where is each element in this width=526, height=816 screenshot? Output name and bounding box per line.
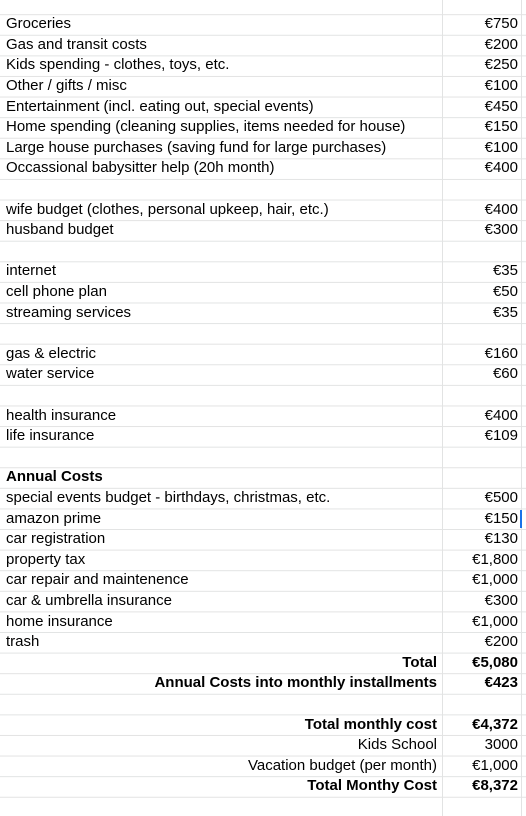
budget-row: Home spending (cleaning supplies, items … bbox=[0, 117, 521, 138]
budget-row: car registration €130 bbox=[0, 529, 521, 550]
budget-row: Other / gifts / misc €100 bbox=[0, 76, 521, 97]
row-label-cell[interactable]: Entertainment (incl. eating out, special… bbox=[6, 97, 314, 115]
row-label-cell[interactable]: life insurance bbox=[6, 427, 95, 445]
budget-row: Large house purchases (saving fund for l… bbox=[0, 138, 521, 159]
budget-row: home insurance €1,000 bbox=[0, 612, 521, 633]
row-value-cell[interactable]: €1,000 bbox=[472, 612, 518, 630]
budget-row: property tax €1,800 bbox=[0, 550, 521, 571]
row-value-cell[interactable]: €100 bbox=[484, 138, 518, 156]
budget-row: car & umbrella insurance €300 bbox=[0, 591, 521, 612]
row-value-cell[interactable]: €250 bbox=[484, 56, 518, 74]
row-label-cell[interactable]: Occassional babysitter help (20h month) bbox=[6, 159, 275, 177]
budget-row: cell phone plan €50 bbox=[0, 282, 521, 303]
budget-row: Entertainment (incl. eating out, special… bbox=[0, 97, 521, 118]
row-value-cell[interactable]: €300 bbox=[484, 592, 518, 609]
row-label-cell[interactable]: Kids spending - clothes, toys, etc. bbox=[6, 56, 230, 74]
budget-row: life insurance €109 bbox=[0, 426, 521, 447]
budget-row: Annual Costs into monthly installments €4… bbox=[0, 673, 521, 694]
budget-row: Occassional babysitter help (20h month) €… bbox=[0, 158, 521, 179]
row-value-cell[interactable]: €160 bbox=[484, 344, 518, 362]
row-value-cell[interactable]: 3000 bbox=[484, 736, 518, 754]
row-value-cell[interactable]: €423 bbox=[484, 674, 518, 692]
row-value-cell[interactable]: €150 bbox=[484, 509, 518, 527]
row-value-cell[interactable]: €1,000 bbox=[472, 571, 518, 589]
budget-row: Vacation budget (per month) €1,000 bbox=[0, 756, 521, 777]
row-label-cell[interactable]: water service bbox=[6, 365, 95, 383]
row-label-cell[interactable]: Kids School bbox=[357, 736, 437, 754]
row-label-cell[interactable]: special events budget - birthdays, chris… bbox=[6, 489, 331, 506]
row-label-cell[interactable]: Groceries bbox=[6, 15, 72, 33]
budget-row: water service €60 bbox=[0, 364, 521, 385]
row-value-cell[interactable]: €750 bbox=[484, 15, 518, 33]
row-label-cell[interactable]: property tax bbox=[6, 550, 86, 568]
row-label-cell[interactable]: Vacation budget (per month) bbox=[247, 756, 437, 774]
row-label-cell[interactable]: husband budget bbox=[6, 221, 114, 239]
budget-row: Total monthly cost €4,372 bbox=[0, 715, 521, 736]
row-label-cell[interactable]: health insurance bbox=[6, 406, 117, 424]
budget-row: Groceries €750 bbox=[0, 14, 521, 35]
row-label-cell[interactable]: home insurance bbox=[6, 612, 113, 630]
row-label-cell[interactable]: internet bbox=[6, 262, 57, 280]
budget-row: car repair and maintenence €1,000 bbox=[0, 570, 521, 591]
row-label-cell[interactable]: Total Monthy Cost bbox=[307, 777, 437, 795]
budget-row: special events budget - birthdays, chris… bbox=[0, 488, 521, 509]
row-value-cell[interactable]: €130 bbox=[484, 530, 518, 548]
cell-selection-marker bbox=[520, 510, 522, 528]
budget-row: Gas and transit costs €200 bbox=[0, 35, 521, 56]
row-value-cell[interactable]: €500 bbox=[484, 489, 518, 506]
row-value-cell[interactable]: €100 bbox=[484, 77, 518, 94]
budget-row: health insurance €400 bbox=[0, 406, 521, 427]
row-value-cell[interactable]: €60 bbox=[492, 365, 518, 383]
row-value-cell[interactable]: €150 bbox=[484, 118, 518, 136]
row-label-cell[interactable]: Total bbox=[402, 653, 437, 671]
row-label-cell[interactable]: Annual Costs into monthly installments bbox=[154, 674, 437, 692]
budget-row: gas & electric €160 bbox=[0, 344, 521, 365]
row-label-cell[interactable]: streaming services bbox=[6, 303, 132, 321]
row-label-cell[interactable]: Other / gifts / misc bbox=[6, 77, 127, 94]
row-value-cell[interactable]: €8,372 bbox=[472, 777, 518, 795]
budget-row: amazon prime €150 bbox=[0, 509, 521, 530]
row-value-cell[interactable]: €450 bbox=[484, 97, 518, 115]
row-value-cell[interactable]: €109 bbox=[484, 427, 518, 445]
row-value-cell[interactable]: €200 bbox=[484, 35, 518, 53]
row-value-cell[interactable]: €200 bbox=[484, 633, 518, 651]
row-label-cell[interactable]: Home spending (cleaning supplies, items … bbox=[6, 118, 406, 136]
row-value-cell[interactable]: €1,000 bbox=[472, 756, 518, 774]
row-value-cell[interactable]: €35 bbox=[492, 262, 518, 280]
row-value-cell[interactable]: €5,080 bbox=[472, 653, 518, 671]
row-label-cell[interactable]: Total monthly cost bbox=[304, 715, 437, 733]
row-value-cell[interactable]: €400 bbox=[484, 200, 518, 218]
row-label-cell[interactable]: Annual Costs bbox=[6, 468, 103, 486]
budget-row: wife budget (clothes, personal upkeep, h… bbox=[0, 200, 521, 221]
column-divider bbox=[442, 0, 443, 816]
budget-row: Annual Costs bbox=[0, 467, 521, 488]
budget-row: internet €35 bbox=[0, 261, 521, 282]
row-value-cell[interactable]: €1,800 bbox=[472, 550, 518, 568]
budget-row: Kids School 3000 bbox=[0, 735, 521, 756]
budget-row: Total Monthy Cost €8,372 bbox=[0, 776, 521, 797]
row-label-cell[interactable]: cell phone plan bbox=[6, 283, 107, 300]
row-label-cell[interactable]: amazon prime bbox=[6, 509, 102, 527]
budget-row: streaming services €35 bbox=[0, 303, 521, 324]
row-label-cell[interactable]: wife budget (clothes, personal upkeep, h… bbox=[6, 200, 329, 218]
row-label-cell[interactable]: car & umbrella insurance bbox=[6, 592, 172, 609]
budget-row: Kids spending - clothes, toys, etc. €250 bbox=[0, 55, 521, 76]
row-label-cell[interactable]: car registration bbox=[6, 530, 106, 548]
row-label-cell[interactable]: trash bbox=[6, 633, 40, 651]
row-value-cell[interactable]: €400 bbox=[484, 406, 518, 424]
row-label-cell[interactable]: Large house purchases (saving fund for l… bbox=[6, 138, 387, 156]
row-value-cell[interactable]: €35 bbox=[492, 303, 518, 321]
row-value-cell[interactable]: €400 bbox=[484, 159, 518, 177]
row-value-cell[interactable]: €300 bbox=[484, 221, 518, 239]
budget-row: husband budget €300 bbox=[0, 220, 521, 241]
row-label-cell[interactable]: Gas and transit costs bbox=[6, 35, 147, 53]
column-divider bbox=[521, 0, 522, 816]
row-value-cell[interactable]: €50 bbox=[492, 283, 518, 300]
row-label-cell[interactable]: gas & electric bbox=[6, 344, 97, 362]
budget-row: trash €200 bbox=[0, 632, 521, 653]
budget-row: Total €5,080 bbox=[0, 653, 521, 674]
row-label-cell[interactable]: car repair and maintenence bbox=[6, 571, 189, 589]
row-value-cell[interactable]: €4,372 bbox=[472, 715, 518, 733]
